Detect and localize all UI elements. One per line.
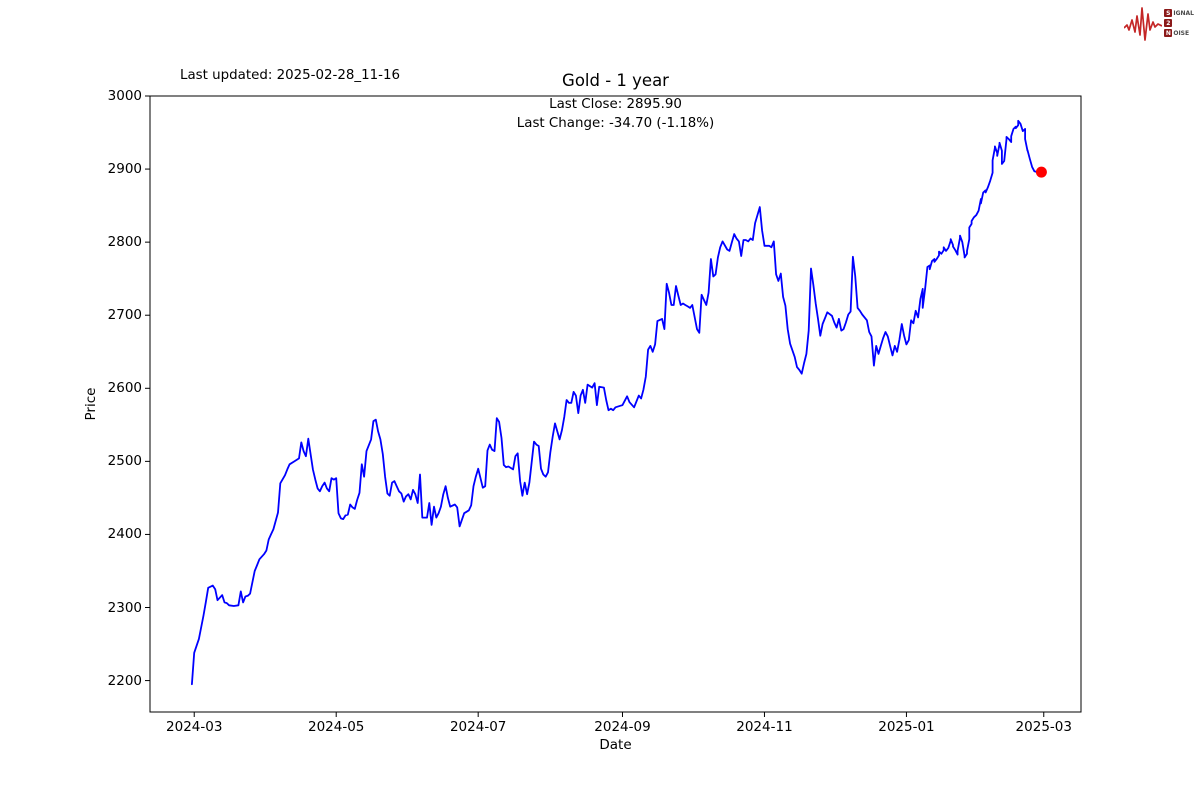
y-tick-label: 2300 <box>107 599 142 616</box>
y-tick-label: 2900 <box>107 161 142 178</box>
chart-annotation: Last Close: 2895.90 Last Change: -34.70 … <box>150 95 1081 133</box>
y-tick-label: 2700 <box>107 307 142 324</box>
logo-letter-s: S <box>1164 9 1173 17</box>
axes-frame <box>149 95 1082 713</box>
y-tick-label: 2400 <box>107 526 142 543</box>
x-tick-label: 2024-07 <box>449 719 507 735</box>
x-axis-label: Date <box>599 737 632 753</box>
y-tick-label: 2600 <box>107 380 142 397</box>
heartbeat-waveform-icon <box>1124 7 1163 41</box>
x-tick-label: 2024-05 <box>307 719 365 735</box>
logo-row-2: 2 <box>1164 19 1194 28</box>
last-updated-text: Last updated: 2025-02-28_11-16 <box>180 68 401 83</box>
x-tick-label: 2024-03 <box>166 719 223 735</box>
logo-row-noise: N OISE <box>1164 29 1194 38</box>
y-tick-label: 3000 <box>107 88 142 104</box>
logo-row-signal: S IGNAL <box>1164 9 1194 18</box>
last-close-text: Last Close: 2895.90 <box>549 97 682 112</box>
logo-letter-n: N <box>1164 29 1173 37</box>
y-tick-label: 2800 <box>107 234 142 251</box>
y-tick-label: 2500 <box>107 453 142 470</box>
signal2noise-logo: S IGNAL 2 N OISE <box>1124 3 1194 43</box>
x-tick-label: 2024-09 <box>594 719 651 735</box>
price-line <box>190 119 1043 686</box>
logo-letter-2: 2 <box>1164 19 1173 27</box>
logo-rest-ignal: IGNAL <box>1173 9 1194 17</box>
last-change-text: Last Change: -34.70 (-1.18%) <box>516 116 715 132</box>
x-tick-label: 2025-03 <box>1015 719 1072 735</box>
x-tick-label: 2025-01 <box>878 719 935 735</box>
x-tick-label: 2024-11 <box>736 719 793 735</box>
logo-text: S IGNAL 2 N OISE <box>1164 9 1194 38</box>
logo-rest-oise: OISE <box>1173 29 1190 37</box>
y-tick-label: 2200 <box>107 672 142 689</box>
chart-title: Gold - 1 year <box>562 71 669 90</box>
last-price-marker <box>1035 166 1047 178</box>
